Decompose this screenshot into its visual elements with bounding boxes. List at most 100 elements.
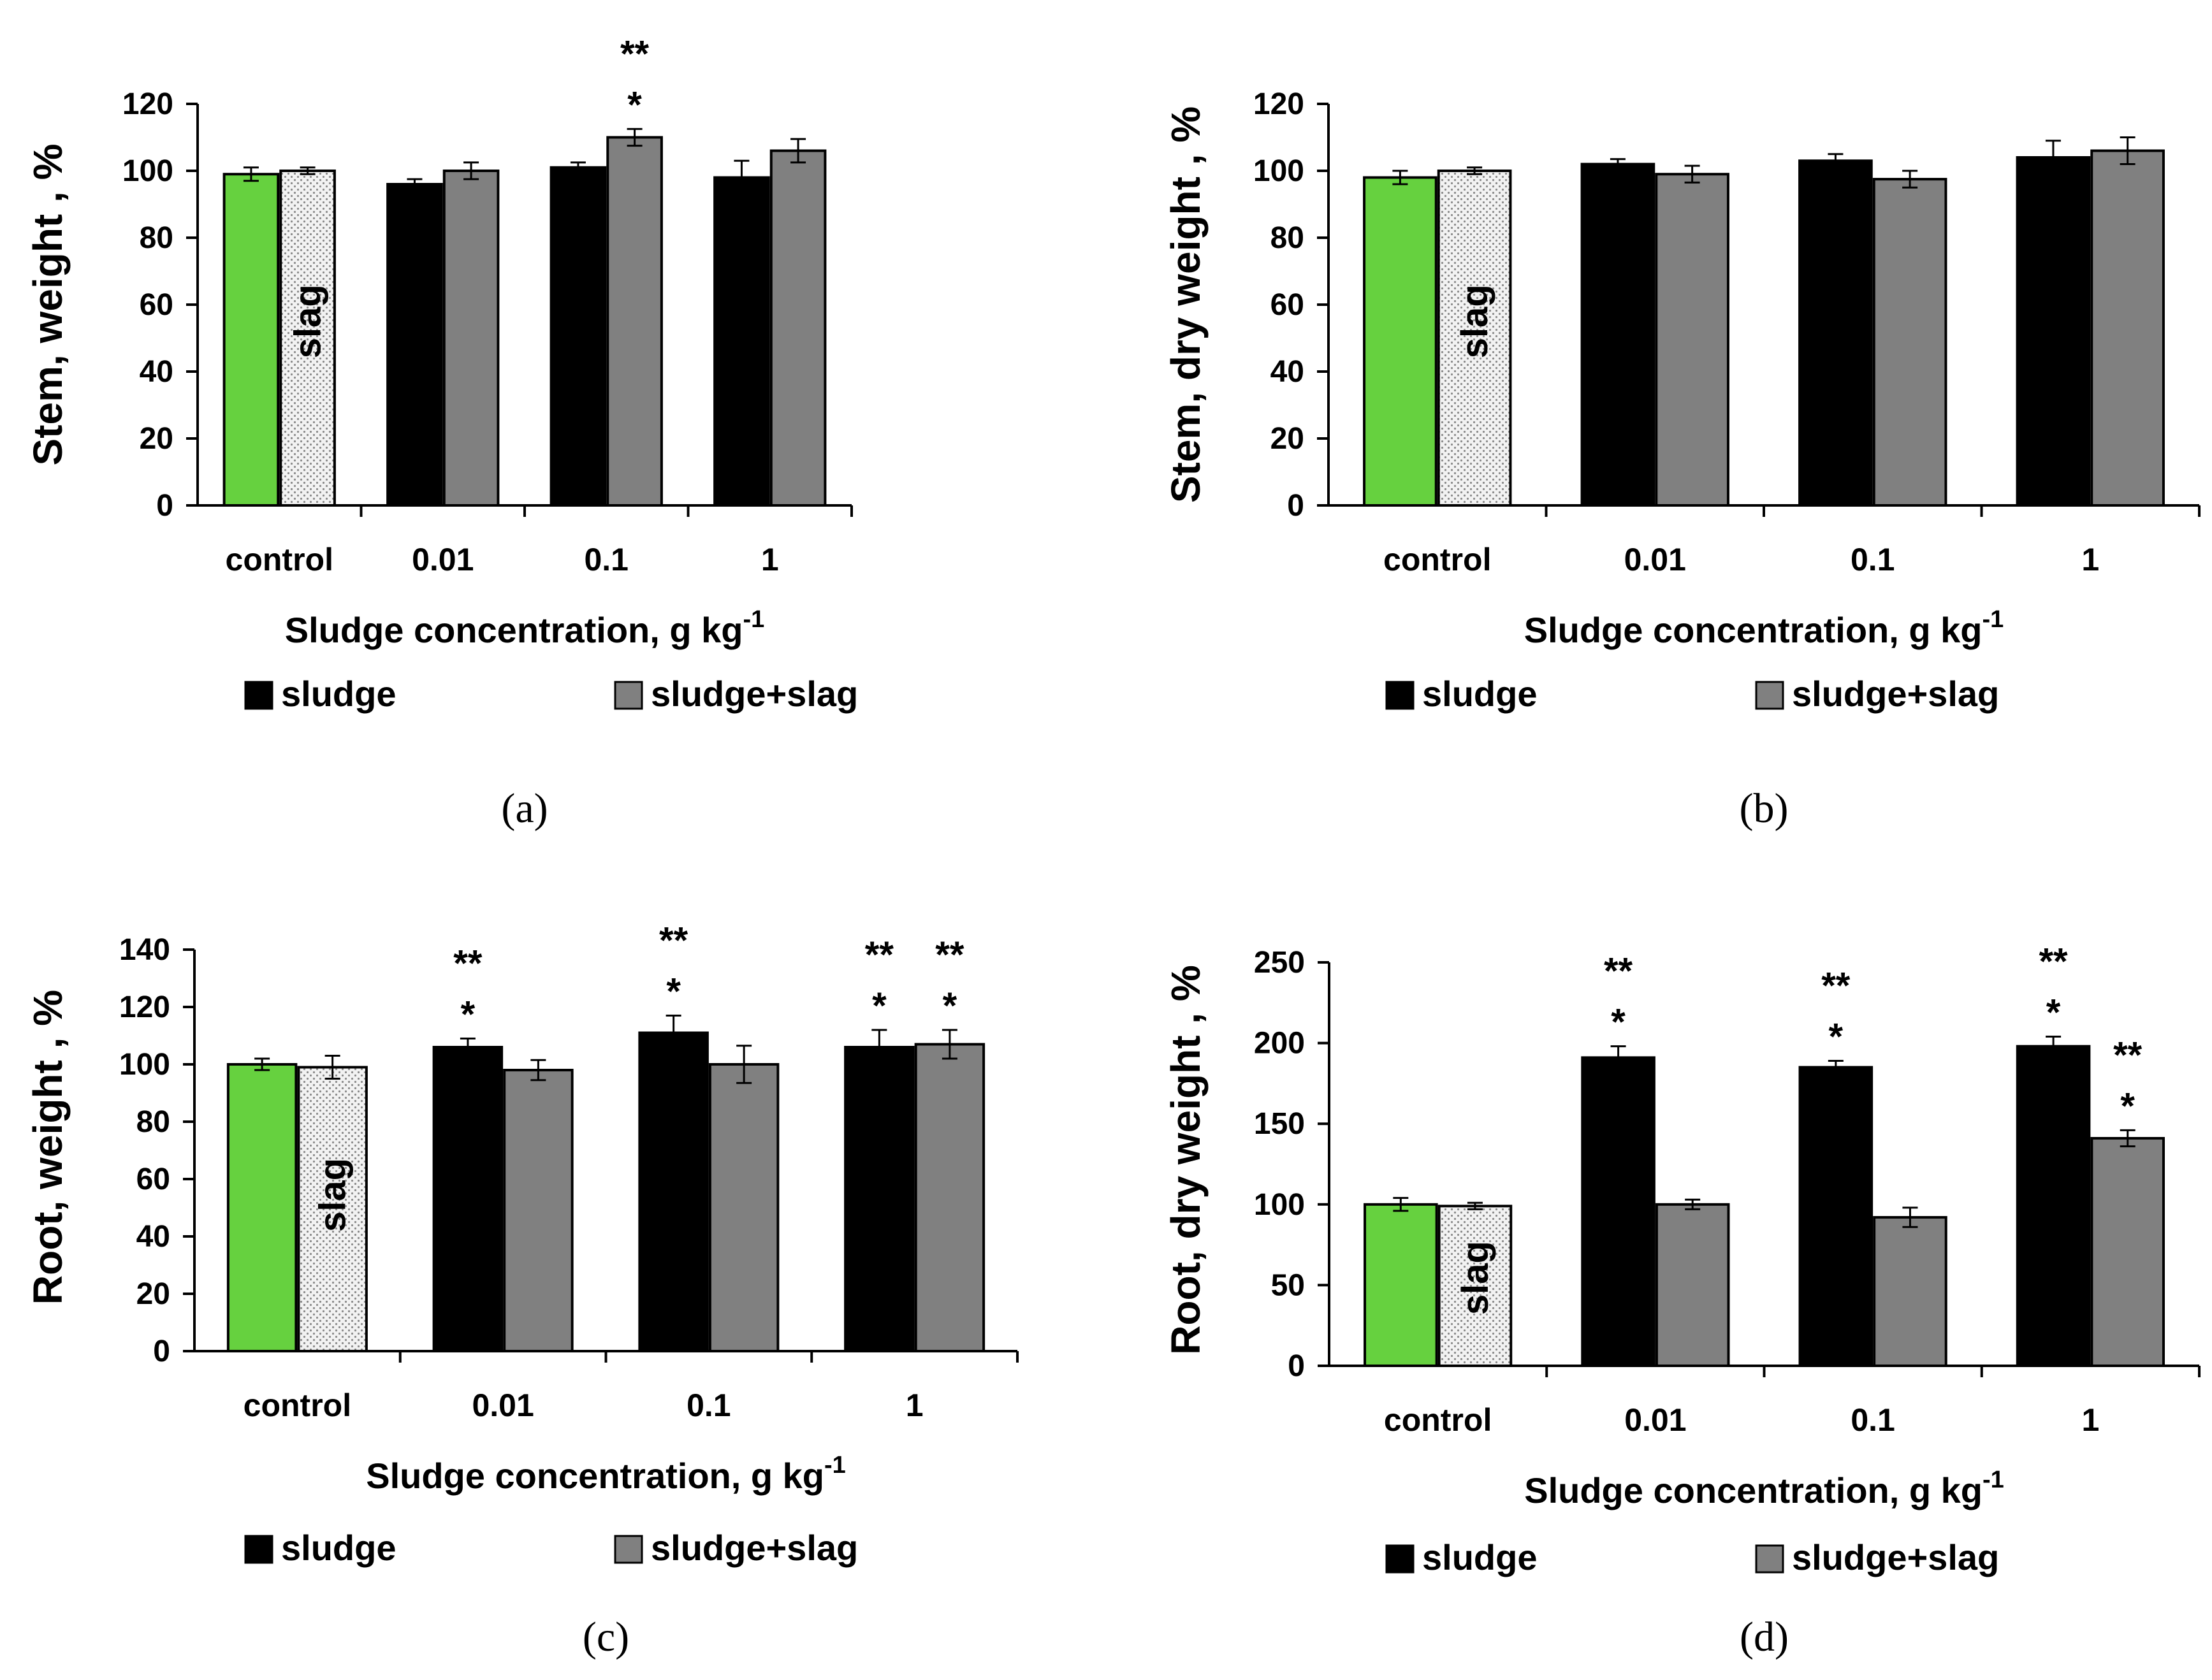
bar-sludge-0.1	[1798, 1066, 1874, 1367]
bar-sludge-1	[713, 176, 770, 507]
bar-control-control	[1363, 176, 1437, 507]
y-tick-label: 120	[119, 990, 170, 1024]
bar-sludge-0.01	[386, 183, 443, 507]
y-tick-label: 80	[140, 221, 173, 255]
significance-mark: **	[1821, 965, 1851, 1006]
significance-mark: **	[659, 920, 688, 962]
significance-mark: *	[1829, 1016, 1844, 1057]
y-tick-label: 100	[1253, 154, 1304, 188]
bar-sludge-1	[844, 1046, 915, 1352]
x-tick-label: 0.01	[1624, 1402, 1686, 1438]
legend-swatch	[244, 1535, 273, 1564]
significance-mark: *	[943, 985, 957, 1027]
legend-swatch	[1385, 681, 1415, 710]
x-tick-label: 0.1	[1851, 542, 1895, 577]
bar-control-control	[222, 173, 280, 507]
panel-label: (c)	[583, 1614, 629, 1660]
bar-sludge-1	[2016, 156, 2091, 507]
bar-sludge-plus-slag-0.1	[1872, 178, 1947, 507]
bar-sludge-plus-slag-0.1	[1873, 1216, 1947, 1368]
panel-label-group: (b)	[1740, 785, 1789, 832]
bar-sludge-plus-slag-1	[769, 149, 827, 507]
y-tick-label: 200	[1254, 1027, 1305, 1061]
bar-sludge-plus-slag-0.01	[442, 170, 500, 507]
bar-sludge-0.1	[1798, 159, 1873, 507]
y-tick-label: 0	[156, 489, 173, 523]
y-tick-label: 20	[136, 1277, 170, 1311]
y-axis-title: Stem, weight , %	[25, 144, 71, 466]
legend-swatch	[1755, 681, 1784, 710]
bar-sludge-plus-slag-0.1	[606, 136, 663, 507]
x-axis-title: Sludge concentration, g kg-1	[1524, 1466, 2004, 1510]
y-tick-label: 150	[1254, 1107, 1305, 1141]
x-tick-label: 0.1	[687, 1387, 731, 1423]
bar-sludge-plus-slag-0.01	[1655, 1203, 1730, 1368]
x-tick-label: 0.01	[1624, 542, 1686, 577]
bar-sludge-0.01	[432, 1046, 504, 1352]
panel-label-group: (d)	[1740, 1614, 1789, 1660]
panel-label: (a)	[501, 785, 548, 832]
bar-sludge-0.1	[549, 166, 607, 507]
legend-swatch	[1385, 1544, 1415, 1574]
bar-sludge-0.1	[638, 1031, 709, 1352]
x-tick-label: 1	[906, 1387, 924, 1423]
y-tick-label: 50	[1271, 1268, 1305, 1302]
legend-label: sludge	[281, 1528, 396, 1568]
y-axis-title: Root, weight , %	[25, 990, 71, 1305]
x-axis-title-sup: -1	[1983, 1466, 2004, 1493]
slag-bar-label: slag	[1454, 284, 1495, 358]
bar-control-control	[226, 1063, 298, 1352]
y-tick-label: 100	[122, 154, 173, 188]
bar-slag-control	[279, 170, 336, 507]
y-tick-label: 20	[1270, 422, 1304, 456]
significance-mark: *	[627, 84, 642, 126]
legend-label: sludge	[1422, 674, 1537, 714]
significance-mark: **	[2039, 941, 2068, 982]
legend-label: sludge	[281, 674, 396, 714]
panel-label-group: (c)	[583, 1614, 629, 1660]
panel-label: (b)	[1740, 785, 1789, 832]
significance-mark: **	[620, 33, 650, 75]
legend-label: sludge+slag	[1792, 674, 1999, 714]
bar-sludge-plus-slag-0.01	[1655, 173, 1729, 507]
bar-sludge-plus-slag-0.1	[708, 1063, 780, 1352]
legend-label: sludge+slag	[651, 1528, 858, 1568]
x-tick-label: 1	[2081, 1402, 2099, 1438]
x-axis-title-sup: -1	[743, 606, 764, 633]
bar-sludge-plus-slag-0.01	[503, 1069, 574, 1352]
y-tick-label: 0	[153, 1335, 170, 1368]
y-tick-label: 40	[136, 1220, 170, 1254]
bar-sludge-plus-slag-1	[2090, 149, 2165, 507]
x-tick-label: 1	[761, 542, 779, 577]
y-tick-label: 60	[140, 288, 173, 322]
y-axis-title: Root, dry weight , %	[1163, 965, 1209, 1355]
y-tick-label: 120	[1253, 87, 1304, 121]
y-tick-label: 80	[136, 1105, 170, 1139]
x-tick-label: 0.1	[1851, 1402, 1895, 1438]
legend-label: sludge+slag	[651, 674, 858, 714]
y-tick-label: 140	[119, 933, 170, 967]
bar-control-control	[1364, 1203, 1438, 1368]
significance-mark: *	[2046, 992, 2061, 1033]
bar-sludge-0.01	[1581, 1056, 1655, 1367]
y-tick-label: 80	[1270, 221, 1304, 255]
x-axis-title-sup: -1	[1982, 606, 2004, 633]
panel-label-group: (a)	[501, 785, 548, 832]
x-tick-label: 1	[2081, 542, 2099, 577]
x-tick-label: control	[1384, 1402, 1492, 1438]
significance-mark: *	[461, 994, 476, 1036]
significance-mark: *	[872, 985, 887, 1027]
bar-slag-control	[1437, 1205, 1513, 1368]
legend-label: sludge	[1422, 1537, 1537, 1577]
y-tick-label: 40	[1270, 355, 1304, 389]
y-tick-label: 120	[122, 87, 173, 121]
y-tick-label: 100	[119, 1048, 170, 1082]
significance-mark: **	[2113, 1034, 2143, 1076]
bar-sludge-1	[2016, 1045, 2091, 1367]
x-axis-title-main: Sludge concentration, g kg	[1524, 610, 1983, 650]
bar-slag-control	[297, 1066, 368, 1352]
y-tick-label: 60	[1270, 288, 1304, 322]
